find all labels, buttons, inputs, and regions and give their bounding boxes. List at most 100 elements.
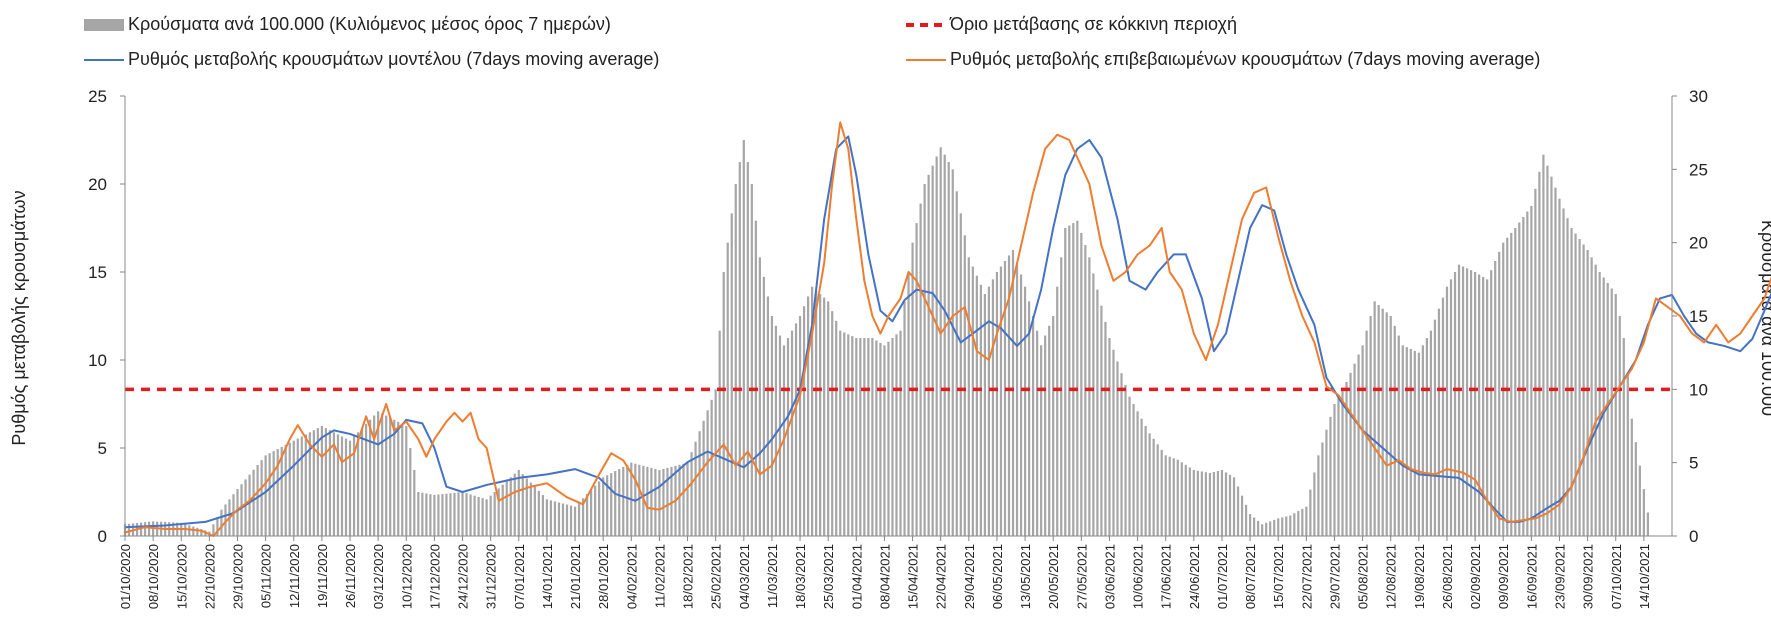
bar [348,440,352,536]
bar [1305,506,1308,536]
bar [1321,442,1324,536]
bar [1132,404,1135,536]
bar [1277,518,1280,536]
bar [1574,233,1577,536]
bar [694,441,697,536]
legend-label-threshold: Όριο μετάβασης σε κόκκινη περιοχή [949,14,1237,34]
bar [417,492,420,536]
bar [1313,472,1316,536]
bar [1598,272,1601,536]
bar [1646,512,1649,536]
x-tick-label: 05/11/2020 [259,544,274,608]
bar [513,473,516,536]
bar [867,338,870,536]
bar [951,169,954,536]
bar [549,500,553,536]
bar [698,431,701,536]
bar [919,203,922,536]
bar [939,147,942,536]
bar [915,223,918,537]
bar [1474,272,1477,536]
x-tick-label: 17/12/2020 [427,544,442,609]
x-tick-label: 01/04/2021 [849,544,864,609]
bar [1297,511,1300,536]
bar [449,493,452,536]
bar [369,419,372,536]
bar [835,320,838,536]
x-tick-label: 27/05/2021 [1074,544,1089,609]
bar [320,426,323,536]
x-tick-label: 25/02/2021 [709,544,724,609]
x-tick-label: 09/09/2021 [1496,544,1511,609]
bar [127,523,131,536]
bar [614,471,617,536]
bars-series [123,140,1649,537]
bar [766,296,770,536]
x-tick-label: 24/06/2021 [1187,544,1202,609]
bar [1542,154,1545,537]
bar [1064,228,1067,536]
x-tick-label: 12/11/2020 [287,544,302,608]
bar [1482,276,1485,536]
x-tick-label: 15/10/2020 [174,544,189,609]
bar [1216,470,1220,536]
x-tick-label: 03/12/2020 [371,544,386,609]
bar [196,527,199,536]
bar [1606,283,1609,536]
bar [1349,372,1352,536]
bar [706,410,709,536]
bar [188,525,191,536]
x-tick-label: 18/02/2021 [681,544,696,609]
x-tick-label: 19/08/2021 [1412,544,1427,609]
bar [1007,255,1011,536]
bar [823,297,826,536]
bar [481,498,484,536]
x-tick-label: 22/04/2021 [934,544,949,609]
bar [899,330,902,536]
bar [778,335,782,536]
bar [1136,411,1139,536]
bar [686,462,689,536]
bar [1562,208,1565,536]
bar [1369,316,1372,536]
bar [1160,449,1163,536]
bar [437,494,440,536]
bar [1405,347,1408,536]
legend-swatch-bars [84,19,124,31]
legend-label-bars: Κρούσματα ανά 100.000 (Κυλιόμενος μέσος … [128,14,611,34]
bar [272,451,275,536]
bar [1465,268,1469,536]
bar [903,301,906,536]
bar [1027,301,1031,536]
bar [1594,264,1597,536]
bar [425,493,428,536]
x-tick-label: 20/05/2021 [1046,544,1061,609]
x-tick-label: 23/09/2021 [1552,544,1567,609]
x-tick-label: 14/10/2021 [1637,544,1652,609]
bar [409,448,412,536]
bar [979,284,982,536]
bar [1341,389,1344,536]
bar [1626,374,1629,536]
bar [811,286,814,536]
bar [1032,316,1035,536]
bar [1413,350,1416,536]
bar [754,220,757,537]
bar [1244,504,1248,536]
bar [1289,515,1292,536]
bar [1558,198,1561,537]
bar [839,330,842,536]
plot-area: 0 5 10 15 20 25 0 5 10 15 20 25 30 01/10/2020 08/10/20… [88,87,1771,609]
bar [139,522,143,536]
bar [336,434,340,536]
bar [758,257,761,536]
bar [883,345,886,536]
y-left-tick-label: 5 [98,439,107,458]
y-right-tick-label: 20 [1689,234,1708,253]
bar [1248,514,1252,536]
bar [750,184,753,536]
bar [324,428,328,536]
bar [545,499,549,536]
bar [200,529,203,536]
bar [224,504,227,536]
